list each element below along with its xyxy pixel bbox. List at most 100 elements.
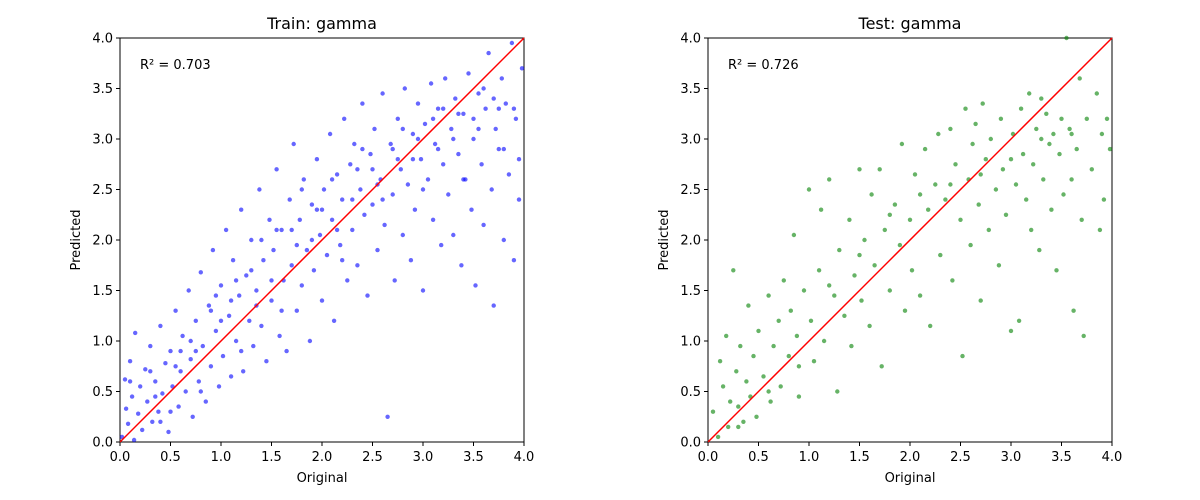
train-data-point [375, 247, 380, 253]
test-data-point [983, 157, 988, 162]
train-data-point [385, 414, 390, 419]
test-data-point [912, 172, 918, 177]
train-data-point [428, 81, 434, 86]
test-data-point [731, 268, 736, 273]
train-data-point [233, 338, 239, 344]
test-data-point [811, 359, 817, 364]
test-data-point [1064, 35, 1069, 41]
train-x-tick-label: 1.0 [211, 450, 232, 465]
train-data-point [340, 258, 345, 263]
test-data-point [720, 384, 726, 389]
train-data-point [459, 263, 464, 268]
train-data-point [319, 298, 325, 303]
test-data-point [887, 212, 892, 217]
train-data-point [226, 313, 232, 318]
test-data-point [1013, 182, 1019, 187]
test-y-tick-label: 3.5 [680, 82, 701, 97]
test-data-point [1097, 227, 1103, 233]
train-data-point [469, 207, 474, 212]
test-data-point [978, 172, 983, 177]
train-data-point [400, 126, 405, 132]
train-data-point [257, 187, 262, 192]
test-data-point [1041, 177, 1046, 182]
train-data-point [499, 76, 504, 81]
test-data-point [806, 187, 812, 192]
test-x-tick-label: 0.5 [748, 450, 769, 465]
test-x-tick-label: 4.0 [1102, 450, 1123, 465]
train-data-point [289, 263, 294, 268]
test-x-tick-label: 3.5 [1051, 450, 1072, 465]
test-data-point [1003, 212, 1009, 217]
train-x-tick-label: 3.5 [463, 450, 484, 465]
train-data-point [501, 237, 506, 243]
train-data-point [131, 437, 137, 443]
train-data-point [317, 232, 323, 238]
test-data-point [827, 283, 832, 288]
train-data-point [166, 429, 171, 435]
train-data-point [489, 187, 494, 192]
train-data-point [251, 343, 256, 349]
test-data-point [993, 187, 999, 192]
test-data-point [771, 343, 776, 349]
train-data-point [307, 338, 313, 344]
test-data-point [778, 384, 783, 389]
test-data-point [816, 268, 822, 273]
train-data-point [247, 318, 252, 323]
test-data-point [1079, 217, 1084, 222]
train-data-point [123, 406, 129, 411]
test-data-point [1084, 116, 1090, 122]
test-data-point [818, 207, 824, 212]
test-data-point [968, 242, 973, 248]
train-data-point [392, 278, 397, 283]
train-data-point [439, 242, 444, 248]
test-data-point [744, 379, 749, 384]
train-data-point [461, 111, 466, 117]
test-data-point [726, 424, 731, 430]
test-data-point [796, 364, 802, 369]
train-data-point [287, 197, 292, 202]
train-data-point [173, 308, 178, 313]
test-data-point [953, 162, 958, 167]
train-data-point [466, 71, 471, 76]
test-data-point [786, 353, 791, 359]
test-data-point [1051, 131, 1056, 137]
train-data-point [274, 227, 279, 233]
test-x-tick-label: 3.0 [1001, 450, 1022, 465]
train-data-point [228, 374, 234, 379]
train-data-point [218, 283, 224, 288]
test-title: Test: gamma [858, 14, 962, 33]
test-y-tick-label: 0.5 [680, 385, 701, 400]
train-x-tick-label: 3.0 [413, 450, 434, 465]
test-data-point [948, 182, 953, 187]
train-data-point [200, 343, 205, 349]
train-data-point [264, 359, 269, 364]
train-data-point [158, 323, 163, 329]
train-data-point [213, 293, 219, 298]
test-data-point [973, 121, 978, 127]
train-data-point [451, 232, 456, 238]
train-data-point [415, 136, 421, 142]
train-data-point [355, 167, 360, 172]
test-data-point [801, 288, 807, 293]
train-data-point [476, 91, 481, 96]
train-data-point [365, 293, 370, 298]
test-data-point [788, 308, 793, 313]
test-data-point [847, 217, 852, 222]
test-data-point [736, 424, 741, 430]
train-data-point [496, 146, 501, 152]
test-data-point [948, 126, 953, 132]
test-data-point [754, 414, 759, 419]
train-data-point [190, 414, 195, 419]
train-data-point [314, 157, 320, 162]
test-data-point [902, 308, 908, 313]
test-data-point [950, 278, 955, 283]
train-data-point [299, 283, 304, 288]
train-data-point [441, 106, 446, 111]
test-data-point [933, 182, 938, 187]
test-data-point [1029, 227, 1034, 233]
train-data-point [203, 399, 208, 404]
test-data-point [1027, 91, 1032, 96]
train-data-point [156, 409, 161, 414]
train-data-point [352, 141, 357, 147]
